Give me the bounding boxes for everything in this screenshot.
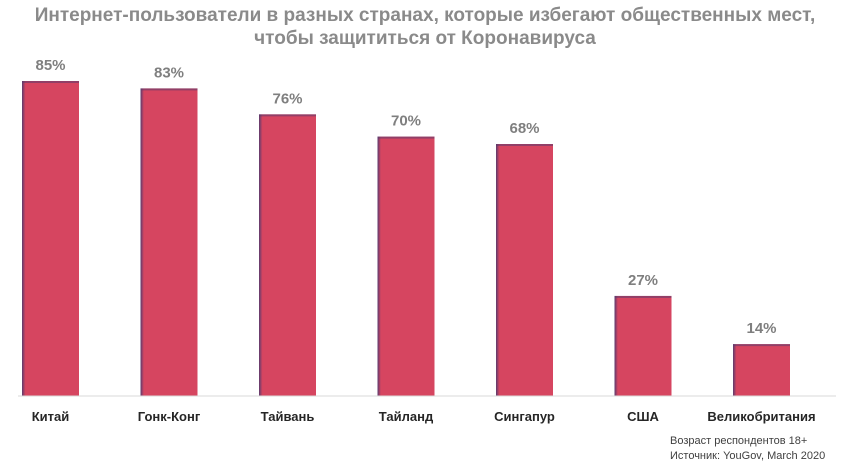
category-label-7: Великобритания xyxy=(707,409,815,424)
data-label-6: 27% xyxy=(628,272,658,289)
chart-title: Интернет-пользователи в разных странах, … xyxy=(0,4,850,50)
bar-1 xyxy=(22,81,79,396)
footnote: Возраст респондентов 18+ Источник: YouGo… xyxy=(670,434,825,464)
bar-7-top-edge xyxy=(733,344,790,347)
category-label-4: Тайланд xyxy=(379,409,434,424)
data-label-1: 85% xyxy=(35,57,65,74)
bar-2-top-edge xyxy=(140,88,198,91)
category-label-2: Гонк-Конг xyxy=(138,409,201,424)
bar-5 xyxy=(496,144,553,396)
bar-4-top-edge xyxy=(377,136,435,139)
data-label-4: 70% xyxy=(391,113,421,130)
bar-3 xyxy=(259,114,316,397)
bar-5-top-edge xyxy=(496,144,553,146)
category-label-5: Сингапур xyxy=(494,409,555,424)
bar-6-top-edge xyxy=(614,295,672,298)
bar-6 xyxy=(614,295,672,396)
bar-7 xyxy=(733,344,790,396)
footnote-source: Источник: YouGov, March 2020 xyxy=(670,450,826,462)
chart-title-line-1: Интернет-пользователи в разных странах, … xyxy=(34,5,816,26)
category-label-3: Тайвань xyxy=(261,409,315,424)
category-label-6: США xyxy=(627,409,659,424)
footnote-age: Возраст респондентов 18+ xyxy=(670,435,808,447)
data-label-2: 83% xyxy=(154,64,184,81)
data-label-5: 68% xyxy=(509,120,539,137)
bar-1-top-edge xyxy=(22,81,79,83)
data-label-7: 14% xyxy=(746,320,776,337)
data-label-3: 76% xyxy=(272,90,302,107)
chart-title-line-2: чтобы защититься от Коронавируса xyxy=(254,28,596,49)
bar-3-top-edge xyxy=(259,114,316,117)
bar-2 xyxy=(140,88,198,396)
category-label-1: Китай xyxy=(32,409,70,424)
bar-4 xyxy=(377,136,435,396)
